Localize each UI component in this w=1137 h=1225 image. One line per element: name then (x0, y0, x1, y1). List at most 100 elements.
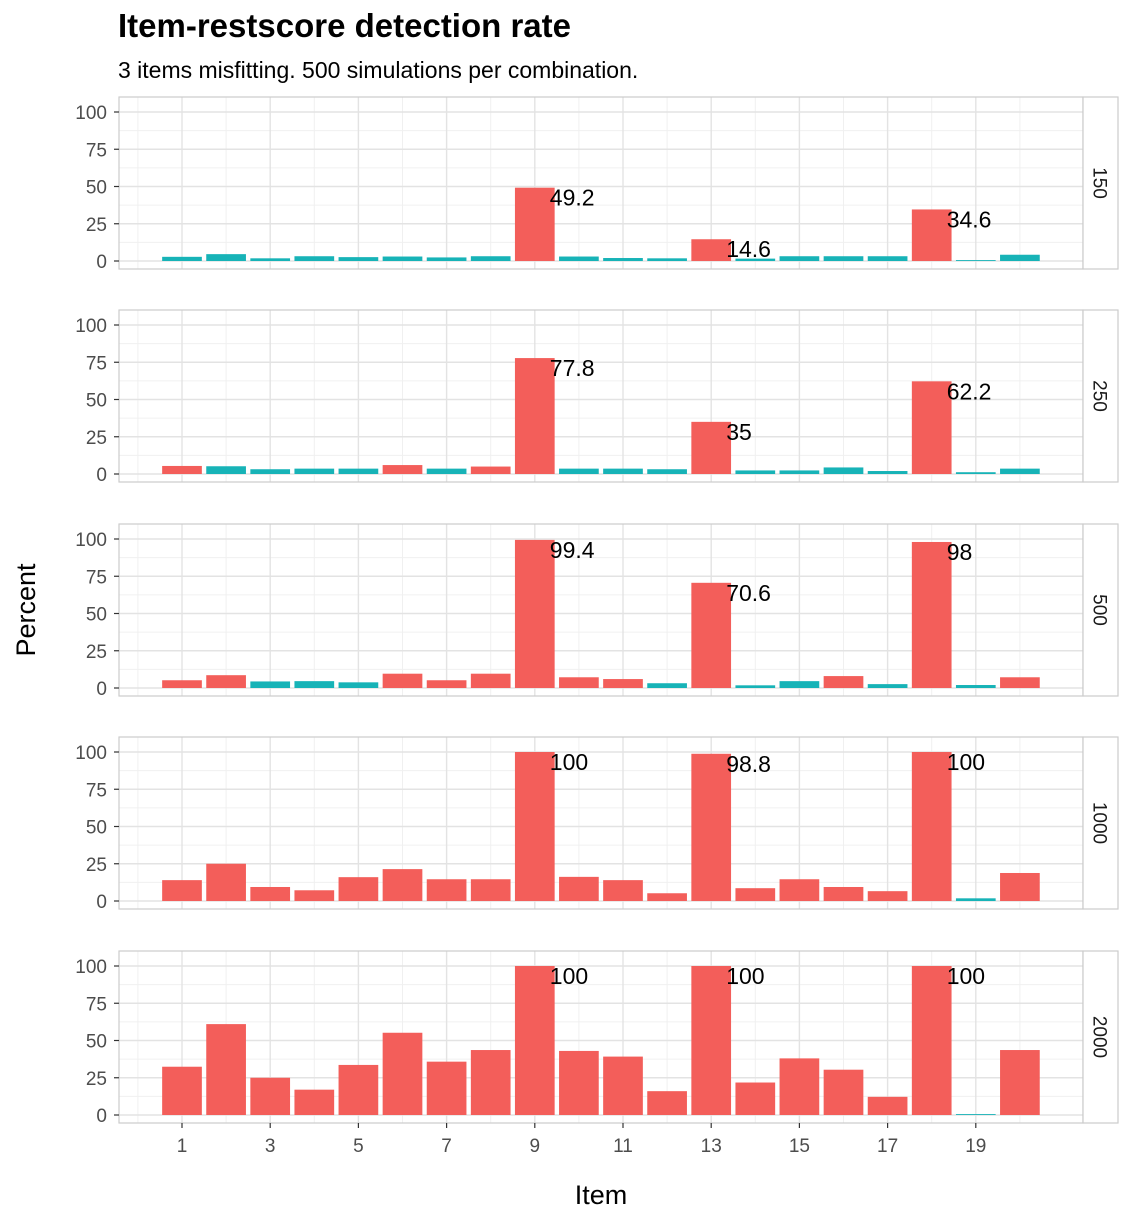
bar-item-1 (162, 465, 202, 474)
data-label-item-9: 99.4 (550, 537, 595, 563)
y-tick-label: 0 (96, 252, 107, 273)
bar-item-4 (294, 468, 335, 474)
bar-item-19 (955, 685, 996, 688)
bar-item-19 (955, 1114, 996, 1115)
x-tick-label: 3 (265, 1136, 276, 1157)
x-tick-label: 5 (353, 1136, 364, 1157)
bar-item-5 (338, 468, 379, 474)
bar-item-5 (338, 682, 379, 688)
facet-strip (1082, 736, 1119, 910)
data-label-item-18: 34.6 (947, 206, 992, 232)
bar-item-19 (955, 260, 996, 261)
bar-item-15 (779, 681, 820, 688)
bar-item-16 (823, 256, 864, 261)
bar-item-8 (470, 256, 511, 261)
y-tick-label: 50 (86, 391, 107, 412)
facet-strip-label: 250 (1089, 380, 1110, 412)
bar-item-8 (470, 879, 511, 901)
data-label-item-13: 14.6 (726, 236, 771, 262)
data-label-item-18: 100 (947, 749, 985, 775)
y-tick-label: 75 (86, 140, 107, 161)
y-tick-label: 25 (86, 855, 107, 876)
data-label-item-18: 98 (947, 539, 973, 565)
y-tick-label: 25 (86, 1069, 107, 1090)
facet-panel-500: 99.4 70.6 98 500 0 25 50 75 100 (75, 523, 1119, 700)
bar-item-7 (426, 680, 467, 688)
facet-strip-label: 2000 (1089, 1016, 1110, 1058)
data-label-item-13: 100 (726, 963, 764, 989)
data-label-item-13: 35 (726, 419, 752, 445)
data-label-item-9: 100 (550, 963, 588, 989)
bar-item-3 (250, 681, 291, 688)
bar-item-8 (470, 466, 511, 474)
bar-item-9 (514, 187, 555, 261)
bar-item-5 (338, 877, 379, 901)
bar-item-9 (514, 358, 555, 474)
bar-item-20 (1000, 254, 1040, 261)
bar-item-2 (206, 1024, 246, 1115)
bar-item-9 (514, 539, 555, 688)
bar-item-18 (911, 966, 952, 1115)
bar-item-14 (735, 470, 776, 474)
facet-strip (1082, 523, 1119, 697)
bar-item-12 (647, 893, 687, 901)
bar-item-14 (735, 685, 776, 688)
bar-item-14 (735, 888, 776, 901)
x-tick-label: 19 (965, 1136, 986, 1157)
bar-item-13 (691, 421, 732, 474)
y-tick-label: 50 (86, 1032, 107, 1053)
bar-item-5 (338, 257, 379, 261)
y-tick-label: 100 (75, 530, 107, 551)
bar-item-2 (206, 254, 246, 261)
y-tick-label: 75 (86, 780, 107, 801)
bar-item-4 (294, 256, 335, 261)
bar-item-10 (559, 677, 599, 688)
bar-item-17 (867, 256, 908, 261)
bar-item-3 (250, 886, 291, 901)
y-tick-label: 50 (86, 178, 107, 199)
bar-item-18 (911, 381, 952, 474)
bar-item-6 (382, 673, 423, 688)
y-tick-label: 0 (96, 465, 107, 486)
data-label-item-9: 77.8 (550, 355, 595, 381)
bar-item-13 (691, 582, 732, 688)
bar-item-14 (735, 1082, 776, 1115)
x-axis-title: Item (575, 1180, 628, 1210)
bar-item-9 (514, 752, 555, 901)
bar-item-15 (779, 256, 820, 261)
bar-item-6 (382, 465, 423, 474)
bar-item-11 (603, 1056, 643, 1115)
bar-item-13 (691, 753, 732, 901)
bar-item-2 (206, 675, 246, 688)
facet-strip-label: 150 (1089, 167, 1110, 199)
bar-item-11 (603, 880, 643, 901)
bar-item-7 (426, 257, 467, 261)
bar-item-15 (779, 879, 820, 901)
bar-item-1 (162, 256, 202, 261)
data-label-item-13: 70.6 (726, 580, 771, 606)
bar-item-14 (735, 258, 776, 261)
x-tick-label: 7 (441, 1136, 452, 1157)
y-axis-title: Percent (11, 563, 41, 657)
y-tick-label: 50 (86, 818, 107, 839)
data-label-item-9: 100 (550, 749, 588, 775)
bar-item-11 (603, 258, 643, 261)
data-label-item-13: 98.8 (726, 751, 771, 777)
y-tick-label: 75 (86, 567, 107, 588)
y-tick-label: 100 (75, 316, 107, 337)
bar-item-16 (823, 1069, 864, 1115)
x-tick-label: 17 (877, 1136, 898, 1157)
x-tick-label: 13 (701, 1136, 722, 1157)
bar-item-18 (911, 752, 952, 901)
bar-item-6 (382, 256, 423, 261)
bar-item-8 (470, 1050, 511, 1115)
y-tick-label: 0 (96, 892, 107, 913)
y-tick-label: 50 (86, 605, 107, 626)
bar-item-4 (294, 681, 335, 688)
y-tick-label: 100 (75, 103, 107, 124)
bar-item-10 (559, 468, 599, 474)
facet-panel-1000: 100 98.8 100 1000 0 25 50 75 100 (75, 736, 1119, 913)
bar-item-4 (294, 1089, 335, 1115)
